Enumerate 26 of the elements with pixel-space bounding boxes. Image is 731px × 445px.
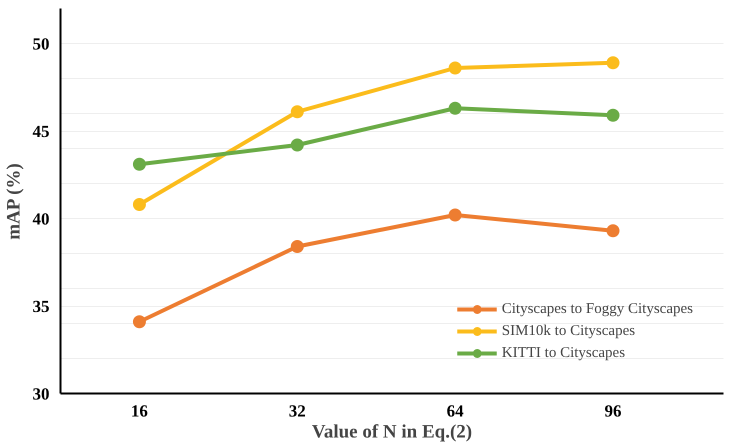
point [448,102,462,115]
point [448,62,462,74]
y-tick-label: 30 [32,384,50,404]
y-tick-label: 35 [32,297,50,316]
point [606,224,620,238]
y-tick-label: 45 [32,122,50,141]
y-tick-label: 40 [32,210,50,228]
point [132,198,146,211]
legend-label: KITTI to Cityscapes [502,344,626,362]
x-tick-label: 96 [604,402,622,420]
x-tick-label: 32 [288,402,306,420]
point [606,56,620,70]
point [132,158,146,171]
point [448,208,462,222]
legend-label: SIM10k to Cityscapes [502,322,636,340]
y-tick-label: 50 [32,34,50,54]
x-tick-label: 16 [130,402,148,420]
point [290,105,304,118]
x-tick-label: 64 [446,402,464,420]
point [290,240,304,253]
point [290,138,304,152]
legend-label: Cityscapes to Foggy Cityscapes [502,300,693,318]
point [606,108,620,122]
point [132,315,146,328]
y-axis-title: mAP (%) [4,163,24,240]
x-axis-title: Value of N in Eq.(2) [312,422,472,442]
